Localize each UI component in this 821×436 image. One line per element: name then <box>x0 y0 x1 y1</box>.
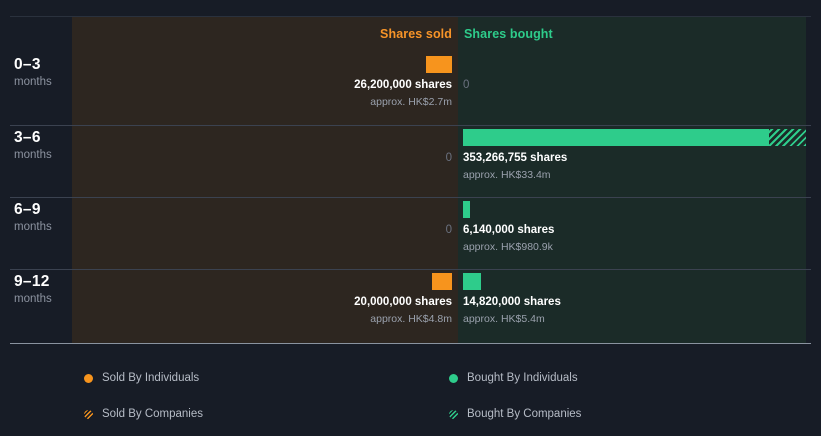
shares-bought-value: 14,820,000 shares <box>463 296 561 308</box>
shares-sold-bar-group <box>80 201 452 218</box>
shares-sold-approx-value: approx. HK$4.8m <box>370 313 452 325</box>
row-separator <box>10 269 811 270</box>
legend-label: Sold By Individuals <box>102 372 200 384</box>
legend-item-sold-by-companies[interactable]: Sold By Companies <box>84 407 203 421</box>
shares-bought-approx-value: approx. HK$5.4m <box>463 313 545 325</box>
bought-by-individuals-icon <box>449 373 458 383</box>
sold-by-individuals-bar <box>426 56 452 73</box>
chart-row[interactable]: 6–9 months 0 6,140,000 shares approx. HK$980… <box>0 201 821 273</box>
shares-sold-bar-group <box>80 273 452 290</box>
chart-row[interactable]: 3–6 months 0 353,266,755 shares approx. HK$3… <box>0 129 821 201</box>
bought-by-individuals-bar <box>463 129 769 146</box>
row-period-range: 9–12 <box>14 273 50 290</box>
bought-by-individuals-bar <box>463 201 470 218</box>
sold-by-individuals-bar <box>432 273 452 290</box>
sold-by-individuals-icon <box>84 373 93 383</box>
row-period-range: 0–3 <box>14 56 41 73</box>
row-shares-bought: 353,266,755 shares approx. HK$33.4m <box>463 129 808 182</box>
row-period-label: 6–9 months <box>14 201 72 235</box>
row-shares-bought: 6,140,000 shares approx. HK$980.9k <box>463 201 808 254</box>
chart-legend: Sold By Individuals Bought By Individual… <box>0 360 821 430</box>
row-separator <box>10 125 811 126</box>
row-shares-bought: 0 <box>463 56 808 92</box>
row-period-range: 6–9 <box>14 201 41 218</box>
row-shares-sold: 26,200,000 shares approx. HK$2.7m <box>80 56 452 109</box>
shares-sold-value: 0 <box>445 152 452 164</box>
row-period-unit: months <box>14 149 52 161</box>
row-period-label: 0–3 months <box>14 56 72 90</box>
shares-bought-column-background <box>458 17 806 343</box>
shares-sold-value: 0 <box>445 224 452 236</box>
row-shares-sold: 0 <box>80 201 452 237</box>
row-shares-bought: 14,820,000 shares approx. HK$5.4m <box>463 273 808 326</box>
shares-sold-header: Shares sold <box>380 27 452 41</box>
legend-label: Sold By Companies <box>102 408 203 420</box>
row-separator <box>10 197 811 198</box>
shares-sold-bar-group <box>80 129 452 146</box>
legend-label: Bought By Companies <box>467 408 582 420</box>
chart-top-border <box>10 16 811 17</box>
row-period-unit: months <box>14 221 52 233</box>
row-period-label: 3–6 months <box>14 129 72 163</box>
shares-bought-value: 6,140,000 shares <box>463 224 555 236</box>
shares-bought-bar-group <box>463 201 808 218</box>
shares-bought-bar-group <box>463 273 808 290</box>
chart-row[interactable]: 9–12 months 20,000,000 shares approx. HK$4.… <box>0 273 821 345</box>
bought-by-companies-icon <box>449 409 458 419</box>
legend-item-bought-by-individuals[interactable]: Bought By Individuals <box>449 371 578 385</box>
shares-sold-bar-group <box>80 56 452 73</box>
shares-sold-approx-value: approx. HK$2.7m <box>370 96 452 108</box>
bought-by-companies-bar <box>769 129 806 146</box>
legend-label: Bought By Individuals <box>467 372 578 384</box>
row-period-unit: months <box>14 76 52 88</box>
sold-by-companies-icon <box>84 409 93 419</box>
legend-item-sold-by-individuals[interactable]: Sold By Individuals <box>84 371 199 385</box>
shares-sold-value: 26,200,000 shares <box>354 79 452 91</box>
shares-bought-value: 353,266,755 shares <box>463 152 568 164</box>
legend-item-bought-by-companies[interactable]: Bought By Companies <box>449 407 581 421</box>
shares-sold-value: 20,000,000 shares <box>354 296 452 308</box>
shares-bought-value: 0 <box>463 79 470 91</box>
chart-bottom-border <box>10 343 811 344</box>
chart-header: Shares sold Shares bought <box>0 17 821 52</box>
row-period-label: 9–12 months <box>14 273 72 307</box>
row-shares-sold: 20,000,000 shares approx. HK$4.8m <box>80 273 452 326</box>
row-period-unit: months <box>14 293 52 305</box>
bought-by-individuals-bar <box>463 273 481 290</box>
row-shares-sold: 0 <box>80 129 452 165</box>
chart-row[interactable]: 0–3 months 26,200,000 shares approx. HK$2.7… <box>0 56 821 128</box>
shares-bought-approx-value: approx. HK$33.4m <box>463 169 551 181</box>
shares-bought-bar-group <box>463 129 808 146</box>
shares-sold-column-background <box>72 17 458 343</box>
shares-bought-header: Shares bought <box>464 27 553 41</box>
row-period-range: 3–6 <box>14 129 41 146</box>
shares-bought-bar-group <box>463 56 808 73</box>
shares-bought-approx-value: approx. HK$980.9k <box>463 241 553 253</box>
